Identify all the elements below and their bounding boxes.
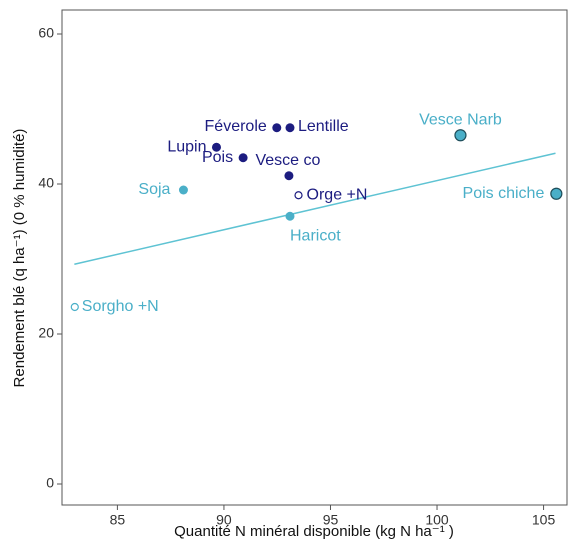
point (550, 187, 563, 200)
point (238, 153, 248, 163)
point-label: Haricot (290, 227, 341, 244)
x-tick-label: 95 (323, 512, 339, 528)
y-tick-label: 0 (46, 475, 54, 491)
point-label: Féverole (205, 118, 267, 135)
y-tick-label: 20 (38, 325, 54, 341)
x-tick-label: 105 (532, 512, 556, 528)
point-label: Vesce Narb (419, 111, 502, 128)
point (272, 123, 282, 133)
point-label: Pois chiche (463, 185, 545, 202)
point (285, 123, 295, 133)
point-label: Orge +N (307, 186, 368, 203)
point (454, 129, 467, 142)
x-axis-label: Quantité N minéral disponible (kg N ha⁻¹… (174, 523, 454, 540)
point-label: Pois (202, 149, 233, 166)
x-tick-label: 90 (216, 512, 232, 528)
point (284, 171, 294, 181)
plot-frame (61, 9, 568, 506)
x-tick-label: 85 (110, 512, 126, 528)
y-tick-label: 60 (38, 25, 54, 41)
point-label: Vesce co (255, 152, 320, 169)
point-label: Lentille (298, 118, 349, 135)
point-label: Sorgho +N (82, 298, 159, 315)
point (211, 142, 221, 152)
point (285, 211, 295, 221)
point (178, 185, 188, 195)
point-label: Soja (138, 181, 170, 198)
fit-line (74, 152, 556, 265)
y-axis-label: Rendement blé (q ha⁻¹) (0 % humidité) (11, 129, 28, 388)
point (70, 302, 79, 312)
x-tick-label: 100 (425, 512, 449, 528)
y-tick-label: 40 (38, 175, 54, 191)
point-label: Lupin (167, 138, 206, 155)
point (294, 191, 303, 200)
